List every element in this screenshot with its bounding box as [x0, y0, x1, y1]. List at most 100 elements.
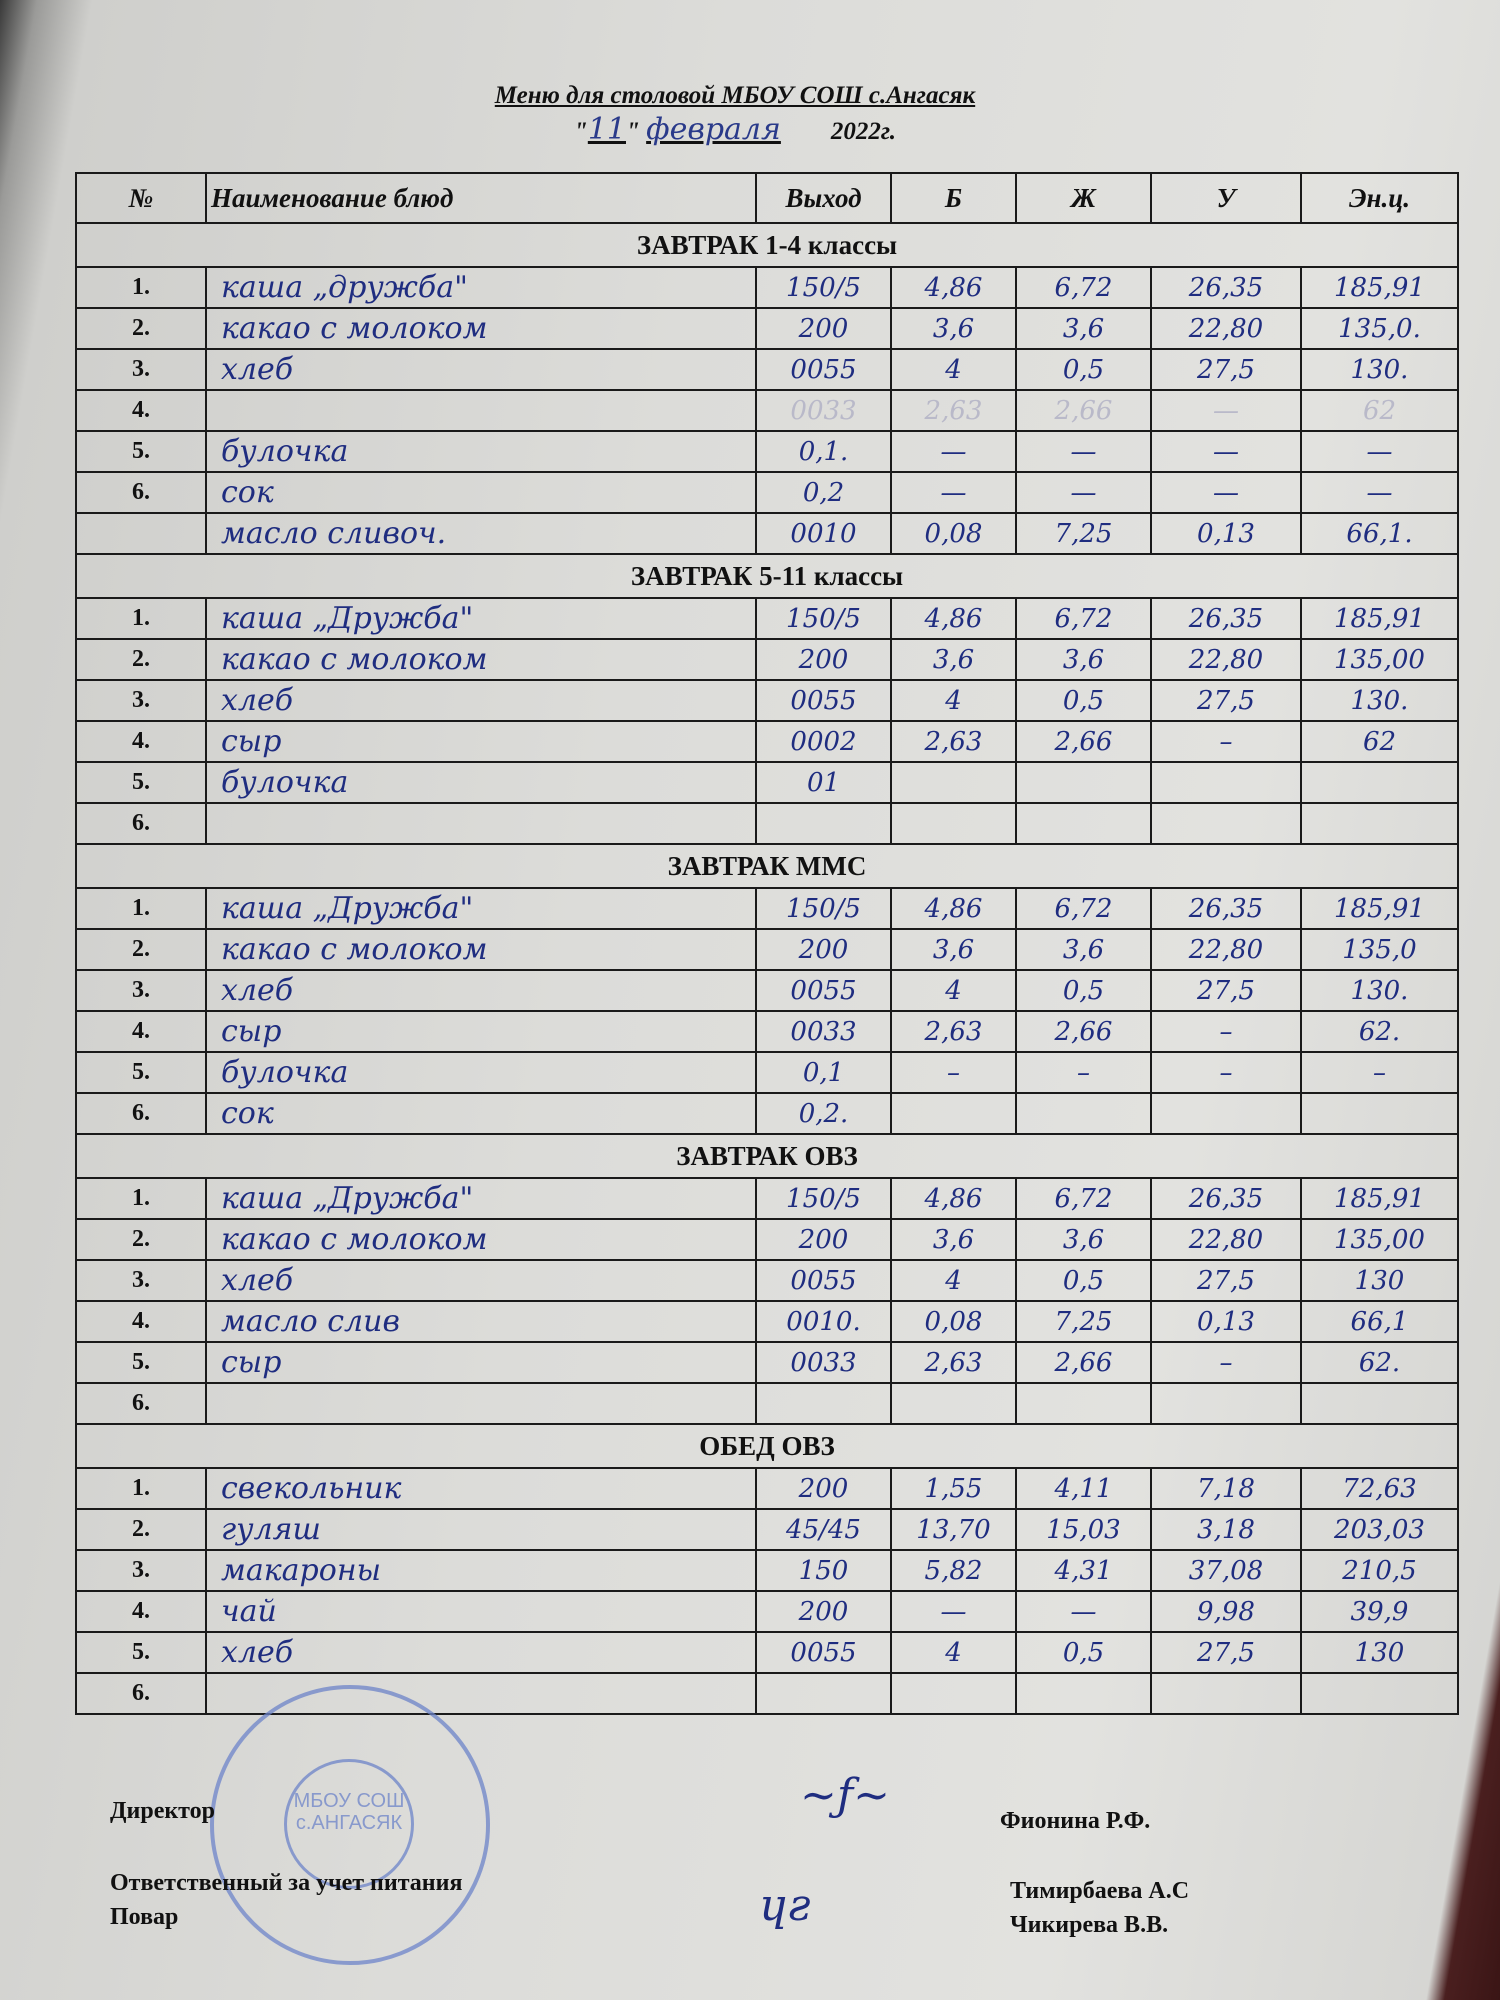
- row-number: 4.: [75, 1300, 207, 1343]
- table-row: 4. чай 200— —9,98 39,9: [75, 1590, 1459, 1633]
- dish-name: сыр: [205, 1010, 757, 1053]
- yield: 0033: [755, 1010, 892, 1053]
- protein: 4: [890, 969, 1017, 1012]
- energy: 130: [1300, 1259, 1459, 1302]
- row-number: 2.: [75, 1508, 207, 1551]
- energy: 62.: [1300, 1010, 1459, 1053]
- protein: 4: [890, 348, 1017, 391]
- row-number: 1.: [75, 1177, 207, 1220]
- protein: 2,63: [890, 720, 1017, 763]
- cook-label: Повар: [110, 1904, 179, 1930]
- dish-name: булочка: [205, 430, 757, 473]
- carbs: 22,80: [1150, 638, 1302, 681]
- table-row: 6.: [75, 1672, 1459, 1715]
- dish-name: какао с молоком: [205, 928, 757, 971]
- row-number: 1.: [75, 1467, 207, 1510]
- dish-name: каша „дружба": [205, 266, 757, 309]
- carbs: 27,5: [1150, 1259, 1302, 1302]
- carbs: 9,98: [1150, 1590, 1302, 1633]
- dish-name: какао с молоком: [205, 638, 757, 681]
- row-number: 2.: [75, 1218, 207, 1261]
- protein: 0,08: [890, 512, 1017, 555]
- dish-name: макароны: [205, 1549, 757, 1592]
- energy: 185,91: [1300, 1177, 1459, 1220]
- row-number: 5.: [75, 430, 207, 473]
- energy: –: [1300, 1051, 1459, 1094]
- row-number: 2.: [75, 307, 207, 350]
- table-row-extra: масло сливоч. 0010 0,08 7,25 0,13 66,1.: [75, 512, 1459, 555]
- col-energy: Эн.ц.: [1300, 172, 1459, 224]
- row-number: 2.: [75, 638, 207, 681]
- fat: 0,5: [1015, 679, 1152, 722]
- row-number: 5.: [75, 1631, 207, 1674]
- col-protein: Б: [890, 172, 1017, 224]
- table-row: 4. сыр 0033 2,63 2,66–62.: [75, 1010, 1459, 1053]
- energy: 210,5: [1300, 1549, 1459, 1592]
- protein: [890, 761, 1017, 804]
- fat: 6,72: [1015, 1177, 1152, 1220]
- date-month: февраля: [646, 112, 781, 147]
- col-dish-name: Наименование блюд: [205, 172, 757, 224]
- energy: 185,91: [1300, 887, 1459, 930]
- energy: 135,0: [1300, 928, 1459, 971]
- protein: 2,63: [890, 1010, 1017, 1053]
- yield: 200: [755, 928, 892, 971]
- fat: 3,6: [1015, 928, 1152, 971]
- col-yield: Выход: [755, 172, 892, 224]
- yield: 0002: [755, 720, 892, 763]
- dish-name: какао с молоком: [205, 307, 757, 350]
- section-header-row: ЗАВТРАК 1-4 классы: [75, 222, 1459, 268]
- carbs: 27,5: [1150, 679, 1302, 722]
- protein: 2,63: [890, 1341, 1017, 1384]
- dish-name: [205, 1382, 757, 1425]
- table-row: 3. хлеб 0055 4 0,5 27,5 130: [75, 1259, 1459, 1302]
- energy: 130.: [1300, 679, 1459, 722]
- fat: 2,66: [1015, 1010, 1152, 1053]
- yield: [755, 1382, 892, 1425]
- yield: 0033: [755, 1341, 892, 1384]
- protein: 4: [890, 1259, 1017, 1302]
- responsible-name: Тимирбаева А.С: [1010, 1878, 1190, 1904]
- table-row: 6. сок 0,2.: [75, 1092, 1459, 1135]
- dish-name: каша „Дружба": [205, 887, 757, 930]
- table-row: 3. хлеб 0055 4 0,5 27,5 130.: [75, 348, 1459, 391]
- carbs: [1150, 802, 1302, 845]
- fat: 2,66: [1015, 1341, 1152, 1384]
- table-row: 5. булочка 0,1. — — — —: [75, 430, 1459, 473]
- document-date: "11" февраля 2022г.: [573, 112, 897, 147]
- dish-name: хлеб: [205, 679, 757, 722]
- table-row: 3. хлеб 0055 4 0,5 27,5 130.: [75, 679, 1459, 722]
- dish-name: какао с молоком: [205, 1218, 757, 1261]
- table-row: 1. каша „Дружба" 150/5 4,86 6,72 26,35 185,91: [75, 597, 1459, 640]
- yield: 200: [755, 1218, 892, 1261]
- director-signature: ~ƒ~: [800, 1770, 891, 1821]
- carbs: 7,18: [1150, 1467, 1302, 1510]
- fat: —: [1015, 430, 1152, 473]
- table-row: 5. булочка 01: [75, 761, 1459, 804]
- yield: 150/5: [755, 266, 892, 309]
- protein: 4,86: [890, 1177, 1017, 1220]
- table-row: 6. сок 0,2— — — —: [75, 471, 1459, 514]
- fat: 3,6: [1015, 1218, 1152, 1261]
- protein: 5,82: [890, 1549, 1017, 1592]
- document-title: Меню для столовой МБОУ СОШ с.Ангасяк: [494, 82, 976, 109]
- section-title: ЗАВТРАК 5-11 классы: [75, 553, 1459, 599]
- fat: 4,31: [1015, 1549, 1152, 1592]
- table-row: 6.: [75, 1382, 1459, 1425]
- dish-name: масло слив: [205, 1300, 757, 1343]
- energy: [1300, 761, 1459, 804]
- row-number: 6.: [75, 1382, 207, 1425]
- energy: 185,91: [1300, 597, 1459, 640]
- protein: [890, 802, 1017, 845]
- energy: 130.: [1300, 348, 1459, 391]
- yield: 0,2: [755, 471, 892, 514]
- row-number: 3.: [75, 679, 207, 722]
- fat: 3,6: [1015, 638, 1152, 681]
- protein: —: [890, 430, 1017, 473]
- energy: —: [1300, 471, 1459, 514]
- row-number: 4.: [75, 1010, 207, 1053]
- table-row: 2. какао с молоком 200 3,6 3,6 22,80 135,00: [75, 638, 1459, 681]
- energy: 130.: [1300, 969, 1459, 1012]
- fat: 4,11: [1015, 1467, 1152, 1510]
- fat: 2,66: [1015, 720, 1152, 763]
